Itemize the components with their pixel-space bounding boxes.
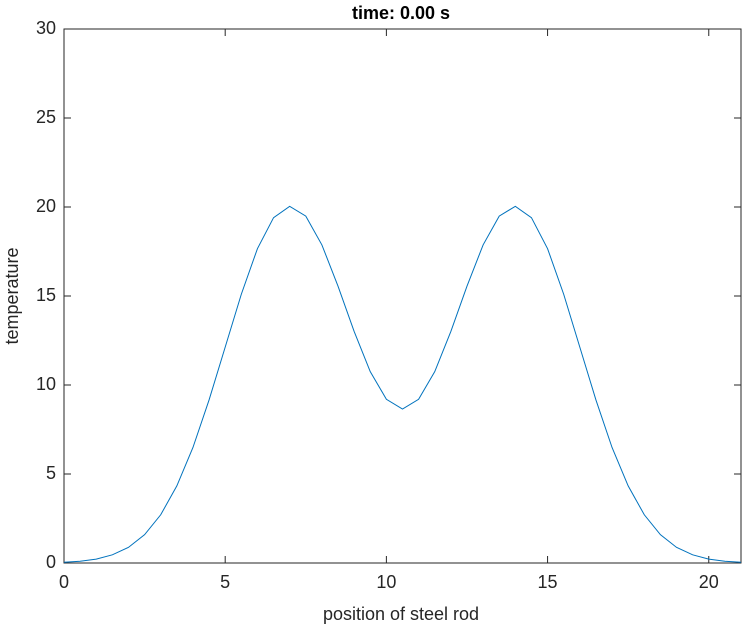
y-tick-label: 10: [36, 374, 56, 394]
y-tick-label: 25: [36, 107, 56, 127]
x-tick-label: 0: [59, 572, 69, 592]
y-tick-label: 0: [46, 552, 56, 572]
y-tick-label: 15: [36, 285, 56, 305]
x-tick-label: 10: [376, 572, 396, 592]
x-axis-label: position of steel rod: [323, 604, 479, 624]
x-tick-label: 15: [538, 572, 558, 592]
data-line: [63, 205, 742, 563]
x-tick-label: 5: [220, 572, 230, 592]
x-tick-label: 20: [699, 572, 719, 592]
y-axis-label: temperature: [2, 247, 22, 344]
y-tick-label: 20: [36, 196, 56, 216]
y-tick-label: 30: [36, 18, 56, 38]
y-tick-label: 5: [46, 463, 56, 483]
chart-title: time: 0.00 s: [352, 3, 450, 23]
